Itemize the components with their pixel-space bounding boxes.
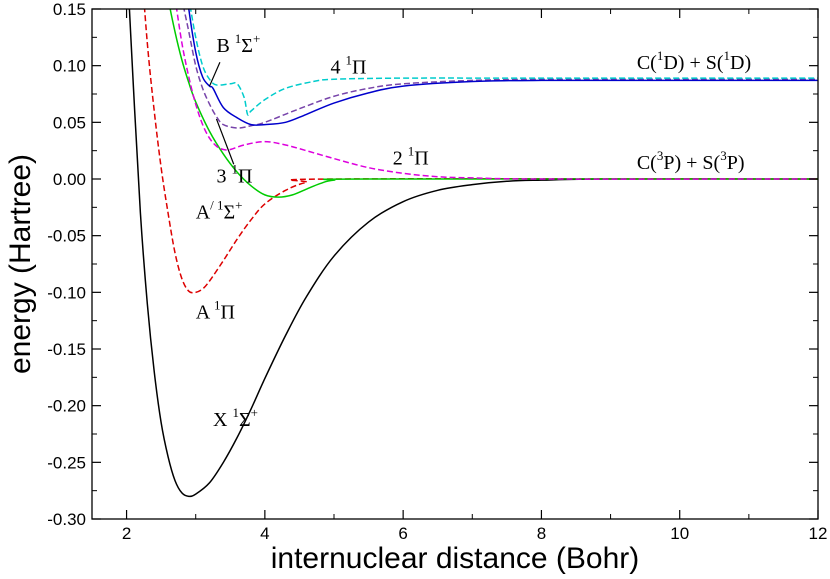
curve-label-part: Π [352,57,366,79]
curve-label-fourPi: 4 1Π [331,53,367,79]
curve-label-part: Σ [239,409,251,431]
x-tick-label: 4 [260,524,269,543]
curve-label-part: D) [730,52,751,74]
y-tick-label: -0.30 [47,510,86,529]
series-line-threePi [183,9,818,129]
pointer-line-threePi [215,118,235,165]
y-tick-label: 0.10 [53,57,86,76]
curve-label-part: 3 [720,148,727,163]
series-line-fourPi [189,9,818,116]
x-axis-title: internuclear distance (Bohr) [271,542,640,575]
y-tick-label: -0.05 [47,227,86,246]
curve-label-part: + [251,405,258,420]
curve-label-part: X [213,409,232,431]
annotation-layer: X 1Σ+A 1ΠA/ 1Σ+3 1Π2 1ΠB 1Σ+4 1Π C(1D) + … [196,31,751,431]
curve-label-part: 1 [231,161,238,176]
curve-label-part: 3 [657,148,664,163]
y-tick-label: -0.25 [47,453,86,472]
curve-label-part: + [253,31,260,46]
pointer-line-B [208,62,221,87]
curve-label-part: Π [221,301,235,323]
curve-label-part: Π [414,147,428,169]
curve-label-part: P) + S( [663,152,720,174]
curve-label-part: Σ [241,35,253,57]
curve-label-part: / 1 [210,198,223,213]
x-tick-label: 12 [809,524,828,543]
curve-label-part: 1 [657,48,664,63]
series-line-A [143,9,818,294]
curve-label-part: A [196,301,214,323]
curve-label-part: + [235,198,242,213]
curve-label-part: A [196,202,211,224]
y-tick-label: -0.10 [47,283,86,302]
y-tick-label: -0.20 [47,397,86,416]
y-tick-label: 0.05 [53,113,86,132]
y-tick-label: -0.15 [47,340,86,359]
curve-label-B: B 1Σ+ [216,31,260,57]
curve-label-asym_bottom: C(3P) + S(3P) [637,148,745,174]
curve-label-part: B [216,35,234,57]
curve-label-part: 1 [214,297,221,312]
y-axis-title: energy (Hartree) [4,154,37,374]
curve-label-Aprime: A/ 1Σ+ [196,198,243,224]
curve-label-part: 1 [346,53,353,68]
curve-label-part: C( [637,152,657,174]
pointer-layer [208,62,235,165]
series-line-Aprime [169,9,818,198]
curve-label-part: 1 [724,48,731,63]
series-line-X [128,9,818,498]
curve-label-part: 4 [331,57,346,79]
curve-label-asym_top: C(1D) + S(1D) [637,48,751,74]
x-tick-label: 10 [670,524,689,543]
x-tick-label: 8 [537,524,546,543]
curve-label-threePi: 3 1Π [216,161,252,187]
curve-label-part: 1 [235,31,242,46]
curve-label-part: C( [637,52,657,74]
y-tick-label: 0.00 [53,170,86,189]
curve-label-part: P) [727,152,745,174]
curve-label-part: 3 [216,165,231,187]
tick-layer: 2 4 6 8 10 120.150.100.050.00-0.05-0.10-0.15-… [47,0,827,543]
curve-label-part: Σ [224,202,236,224]
x-tick-label: 2 [122,524,131,543]
series-line-twoPi [175,9,818,180]
series-line-B [188,9,818,126]
curve-label-part: Π [238,165,252,187]
curve-label-A: A 1Π [196,297,235,323]
series-layer [128,9,818,498]
curve-label-X: X 1Σ+ [213,405,258,431]
curve-label-part: 2 [393,147,408,169]
curve-label-twoPi: 2 1Π [393,143,429,169]
curve-label-part: 1 [232,405,239,420]
x-tick-label: 6 [398,524,407,543]
curve-label-part: 1 [408,143,415,158]
y-tick-label: 0.15 [53,0,86,19]
curve-label-part: D) + S( [663,52,724,74]
